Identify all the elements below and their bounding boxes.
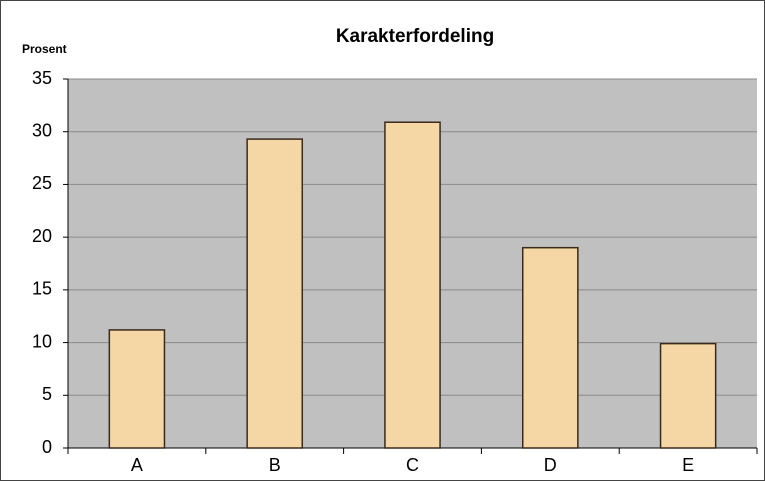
y-tick-label: 30 <box>32 120 52 140</box>
y-tick-label: 35 <box>32 68 52 88</box>
bar <box>659 342 717 449</box>
y-tick-label: 15 <box>32 279 52 299</box>
y-tick-label: 20 <box>32 226 52 246</box>
y-tick-label: 0 <box>42 437 52 457</box>
x-tick-label: A <box>131 455 143 475</box>
bar <box>521 246 579 449</box>
y-tick-label: 10 <box>32 331 52 351</box>
bar <box>108 329 166 449</box>
x-tick-label: B <box>269 455 281 475</box>
x-tick-label: E <box>682 455 694 475</box>
x-tick-label: D <box>544 455 557 475</box>
x-tick-label: C <box>406 455 419 475</box>
y-tick-label: 5 <box>42 384 52 404</box>
y-tick-label: 25 <box>32 173 52 193</box>
bar <box>384 121 441 449</box>
chart-title: Karakterfordeling <box>336 26 494 47</box>
bar <box>246 138 304 449</box>
y-axis-label: Prosent <box>22 42 67 56</box>
